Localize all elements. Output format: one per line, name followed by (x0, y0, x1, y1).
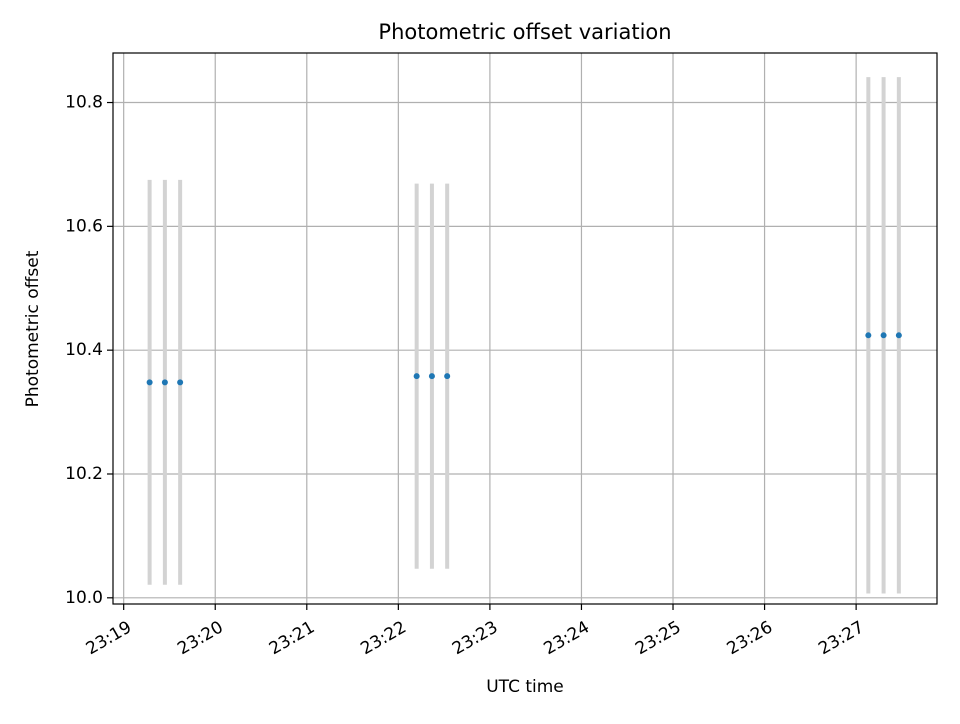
data-point (895, 332, 902, 339)
data-point (880, 332, 887, 339)
data-point (444, 373, 451, 380)
y-axis-label: Photometric offset (23, 250, 43, 407)
y-tick-label: 10.4 (65, 340, 103, 360)
data-point (428, 373, 435, 380)
y-tick-label: 10.0 (65, 588, 103, 608)
y-tick-label: 10.2 (65, 464, 103, 484)
data-point (413, 373, 420, 380)
y-tick-label: 10.6 (65, 216, 103, 236)
data-point (865, 332, 872, 339)
data-points (146, 332, 902, 386)
data-point (146, 379, 153, 386)
plot-frame (112, 52, 938, 605)
chart-title: Photometric offset variation (378, 20, 671, 44)
y-axis-ticks: 10.0 10.2 10.4 10.6 10.8 (65, 93, 113, 608)
grid-lines (113, 53, 937, 604)
data-point (161, 379, 168, 386)
x-axis-label: UTC time (486, 677, 564, 697)
data-point (177, 379, 184, 386)
y-tick-label: 10.8 (65, 93, 103, 113)
